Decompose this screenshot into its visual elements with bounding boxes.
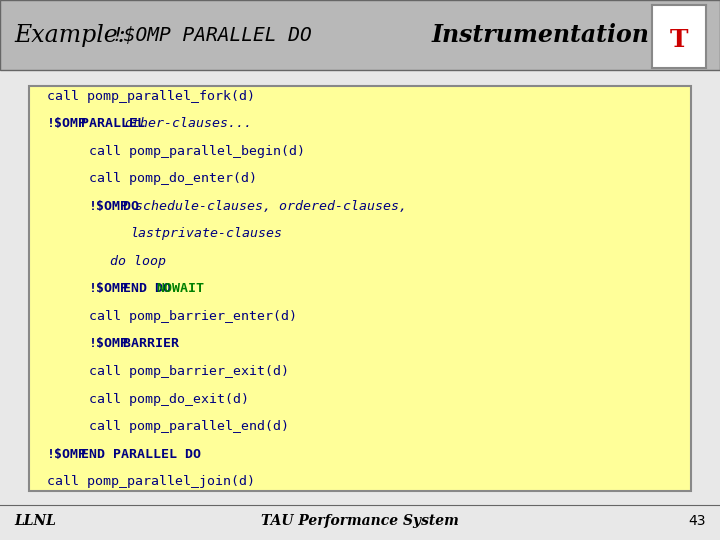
Text: call pomp_parallel_begin(d): call pomp_parallel_begin(d) xyxy=(89,145,305,158)
Text: T: T xyxy=(670,28,688,51)
Text: call pomp_do_enter(d): call pomp_do_enter(d) xyxy=(89,172,257,185)
Text: call pomp_parallel_join(d): call pomp_parallel_join(d) xyxy=(47,475,255,488)
Text: !$OMP PARALLEL DO: !$OMP PARALLEL DO xyxy=(112,25,311,45)
Text: do loop: do loop xyxy=(110,255,166,268)
FancyBboxPatch shape xyxy=(0,0,720,70)
Text: NOWAIT: NOWAIT xyxy=(156,282,204,295)
Text: !$OMP: !$OMP xyxy=(47,448,87,461)
Text: !$OMP: !$OMP xyxy=(89,200,129,213)
Text: Example:: Example: xyxy=(14,24,126,46)
Text: LLNL: LLNL xyxy=(14,514,56,528)
Text: !$OMP: !$OMP xyxy=(89,338,129,350)
Text: call pomp_parallel_fork(d): call pomp_parallel_fork(d) xyxy=(47,90,255,103)
Text: call pomp_do_exit(d): call pomp_do_exit(d) xyxy=(89,393,249,406)
Text: other-clauses...: other-clauses... xyxy=(124,117,252,130)
Text: BARRIER: BARRIER xyxy=(114,338,179,350)
Text: PARALLEL: PARALLEL xyxy=(73,117,153,130)
Text: 43: 43 xyxy=(688,514,706,528)
Text: call pomp_parallel_end(d): call pomp_parallel_end(d) xyxy=(89,420,289,433)
Text: call pomp_barrier_enter(d): call pomp_barrier_enter(d) xyxy=(89,310,297,323)
Text: schedule-clauses, ordered-clauses,: schedule-clauses, ordered-clauses, xyxy=(135,200,408,213)
Text: Instrumentation: Instrumentation xyxy=(432,23,650,47)
Text: DO: DO xyxy=(114,200,147,213)
Text: !$OMP: !$OMP xyxy=(47,117,87,130)
Text: TAU Performance System: TAU Performance System xyxy=(261,514,459,528)
Text: !$OMP: !$OMP xyxy=(89,282,129,295)
Text: lastprivate-clauses: lastprivate-clauses xyxy=(131,227,283,240)
FancyBboxPatch shape xyxy=(29,86,691,491)
Text: END PARALLEL DO: END PARALLEL DO xyxy=(73,448,201,461)
Text: call pomp_barrier_exit(d): call pomp_barrier_exit(d) xyxy=(89,365,289,378)
Text: END DO: END DO xyxy=(114,282,179,295)
